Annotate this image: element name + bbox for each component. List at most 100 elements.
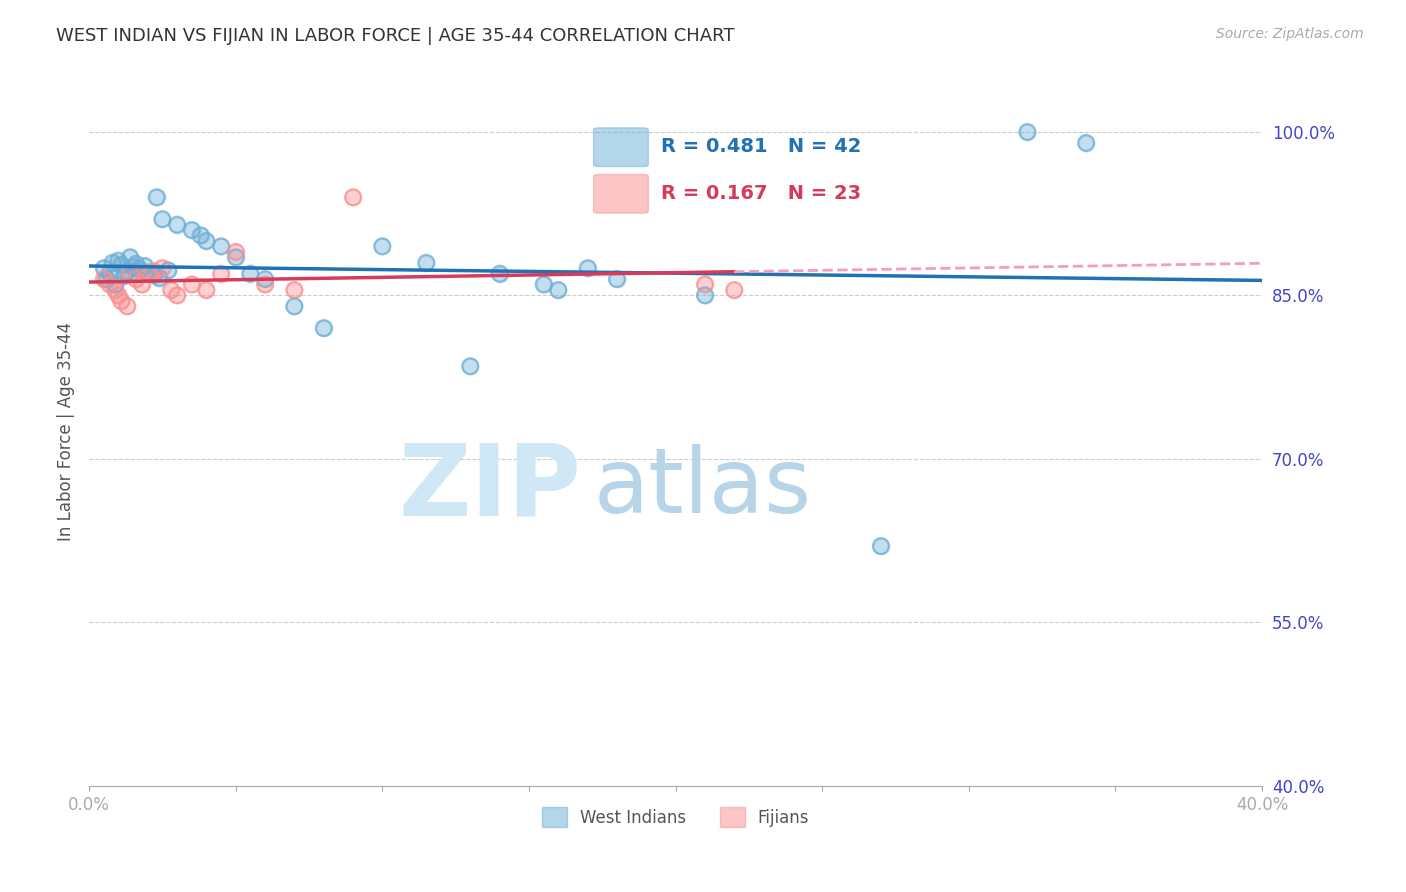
Point: [547, 283, 569, 297]
Point: [415, 256, 437, 270]
Point: [128, 262, 150, 277]
Point: [225, 244, 247, 259]
Point: [157, 263, 180, 277]
Point: [195, 283, 218, 297]
Point: [150, 212, 173, 227]
Point: [115, 264, 138, 278]
Point: [125, 272, 148, 286]
Point: [112, 268, 135, 283]
Point: [166, 288, 188, 302]
Point: [93, 261, 115, 276]
Point: [150, 212, 173, 227]
Point: [157, 263, 180, 277]
Point: [98, 277, 121, 292]
Point: [225, 250, 247, 264]
Point: [101, 256, 124, 270]
Point: [120, 267, 142, 281]
Point: [122, 260, 145, 274]
Point: [1017, 125, 1039, 139]
Text: atlas: atlas: [593, 444, 811, 533]
Point: [190, 228, 212, 243]
Point: [115, 264, 138, 278]
Point: [312, 321, 335, 335]
Point: [606, 272, 628, 286]
Point: [239, 267, 262, 281]
Point: [283, 283, 305, 297]
Text: Source: ZipAtlas.com: Source: ZipAtlas.com: [1216, 27, 1364, 41]
Point: [104, 277, 127, 292]
Point: [458, 359, 481, 374]
Point: [371, 239, 394, 253]
Point: [693, 288, 716, 302]
Point: [131, 277, 153, 292]
Point: [723, 283, 745, 297]
Point: [225, 250, 247, 264]
Point: [122, 260, 145, 274]
Point: [136, 266, 159, 280]
Point: [145, 190, 167, 204]
Point: [488, 267, 510, 281]
Point: [93, 272, 115, 286]
Point: [253, 272, 276, 286]
Point: [134, 259, 156, 273]
Point: [107, 288, 129, 302]
Point: [693, 277, 716, 292]
Point: [96, 272, 118, 286]
Point: [195, 234, 218, 248]
Point: [869, 539, 891, 553]
Point: [225, 244, 247, 259]
Point: [283, 299, 305, 313]
Point: [107, 288, 129, 302]
Point: [145, 190, 167, 204]
Point: [160, 283, 183, 297]
Point: [209, 239, 232, 253]
Point: [98, 267, 121, 281]
Point: [195, 234, 218, 248]
Point: [576, 261, 599, 276]
Text: WEST INDIAN VS FIJIAN IN LABOR FORCE | AGE 35-44 CORRELATION CHART: WEST INDIAN VS FIJIAN IN LABOR FORCE | A…: [56, 27, 735, 45]
Point: [110, 293, 132, 308]
Point: [107, 253, 129, 268]
Point: [101, 256, 124, 270]
Point: [110, 258, 132, 272]
Point: [107, 253, 129, 268]
Point: [312, 321, 335, 335]
Point: [160, 283, 183, 297]
Point: [533, 277, 555, 292]
Y-axis label: In Labor Force | Age 35-44: In Labor Force | Age 35-44: [58, 322, 75, 541]
Point: [148, 271, 170, 285]
Point: [195, 283, 218, 297]
Point: [488, 267, 510, 281]
Point: [253, 277, 276, 292]
Point: [136, 267, 159, 281]
Point: [180, 277, 202, 292]
Point: [136, 266, 159, 280]
Point: [239, 267, 262, 281]
Point: [136, 267, 159, 281]
Point: [120, 250, 142, 264]
Point: [415, 256, 437, 270]
Point: [104, 283, 127, 297]
Point: [115, 299, 138, 313]
Point: [1074, 136, 1097, 150]
Point: [93, 261, 115, 276]
Point: [115, 299, 138, 313]
Point: [150, 261, 173, 276]
Point: [166, 218, 188, 232]
Point: [283, 283, 305, 297]
Point: [134, 259, 156, 273]
Point: [110, 258, 132, 272]
Point: [93, 272, 115, 286]
Point: [606, 272, 628, 286]
Point: [253, 272, 276, 286]
Point: [342, 190, 364, 204]
Point: [723, 283, 745, 297]
Point: [142, 268, 165, 282]
Point: [209, 239, 232, 253]
Point: [180, 223, 202, 237]
Point: [283, 299, 305, 313]
Point: [128, 262, 150, 277]
Point: [209, 267, 232, 281]
Point: [98, 267, 121, 281]
Point: [142, 264, 165, 278]
